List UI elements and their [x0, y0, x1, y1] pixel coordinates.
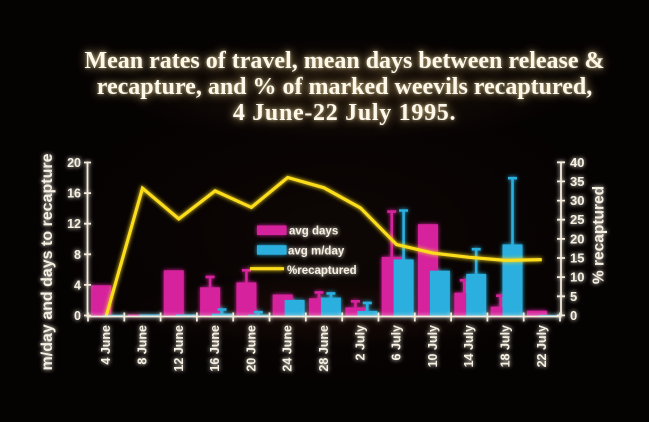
svg-text:16 June: 16 June — [208, 325, 222, 372]
svg-text:0: 0 — [74, 309, 81, 323]
svg-text:18 July: 18 July — [499, 325, 513, 367]
svg-text:avg days: avg days — [289, 226, 338, 238]
svg-text:16: 16 — [67, 187, 81, 201]
svg-text:2 July: 2 July — [353, 325, 367, 360]
svg-text:35: 35 — [570, 174, 584, 189]
svg-text:%recaptured: %recaptured — [287, 265, 357, 277]
svg-text:24 June: 24 June — [281, 325, 295, 372]
svg-text:8 June: 8 June — [136, 325, 150, 365]
svg-text:20: 20 — [67, 156, 81, 170]
svg-text:10 July: 10 July — [426, 325, 440, 367]
svg-text:12 June: 12 June — [172, 325, 186, 372]
svg-text:25: 25 — [570, 212, 584, 227]
svg-text:4: 4 — [74, 278, 81, 292]
svg-text:15: 15 — [570, 251, 584, 266]
svg-text:20 June: 20 June — [244, 325, 258, 372]
svg-text:6 July: 6 July — [390, 325, 404, 360]
svg-text:30: 30 — [570, 193, 584, 208]
svg-text:22 July: 22 July — [535, 325, 549, 367]
svg-text:5: 5 — [570, 289, 577, 304]
svg-text:m/day and days to recapture: m/day and days to recapture — [39, 153, 56, 370]
svg-text:8: 8 — [74, 248, 81, 262]
svg-text:10: 10 — [570, 270, 584, 285]
svg-text:avg m/day: avg m/day — [288, 246, 345, 258]
svg-text:14 July: 14 July — [462, 325, 476, 367]
svg-text:12: 12 — [67, 217, 81, 231]
svg-text:20: 20 — [570, 231, 584, 246]
svg-text:28 June: 28 June — [317, 325, 331, 372]
svg-text:4 June: 4 June — [99, 325, 113, 365]
svg-text:40: 40 — [570, 155, 584, 170]
svg-text:% recaptured: % recaptured — [591, 186, 608, 284]
svg-text:0: 0 — [570, 308, 577, 323]
